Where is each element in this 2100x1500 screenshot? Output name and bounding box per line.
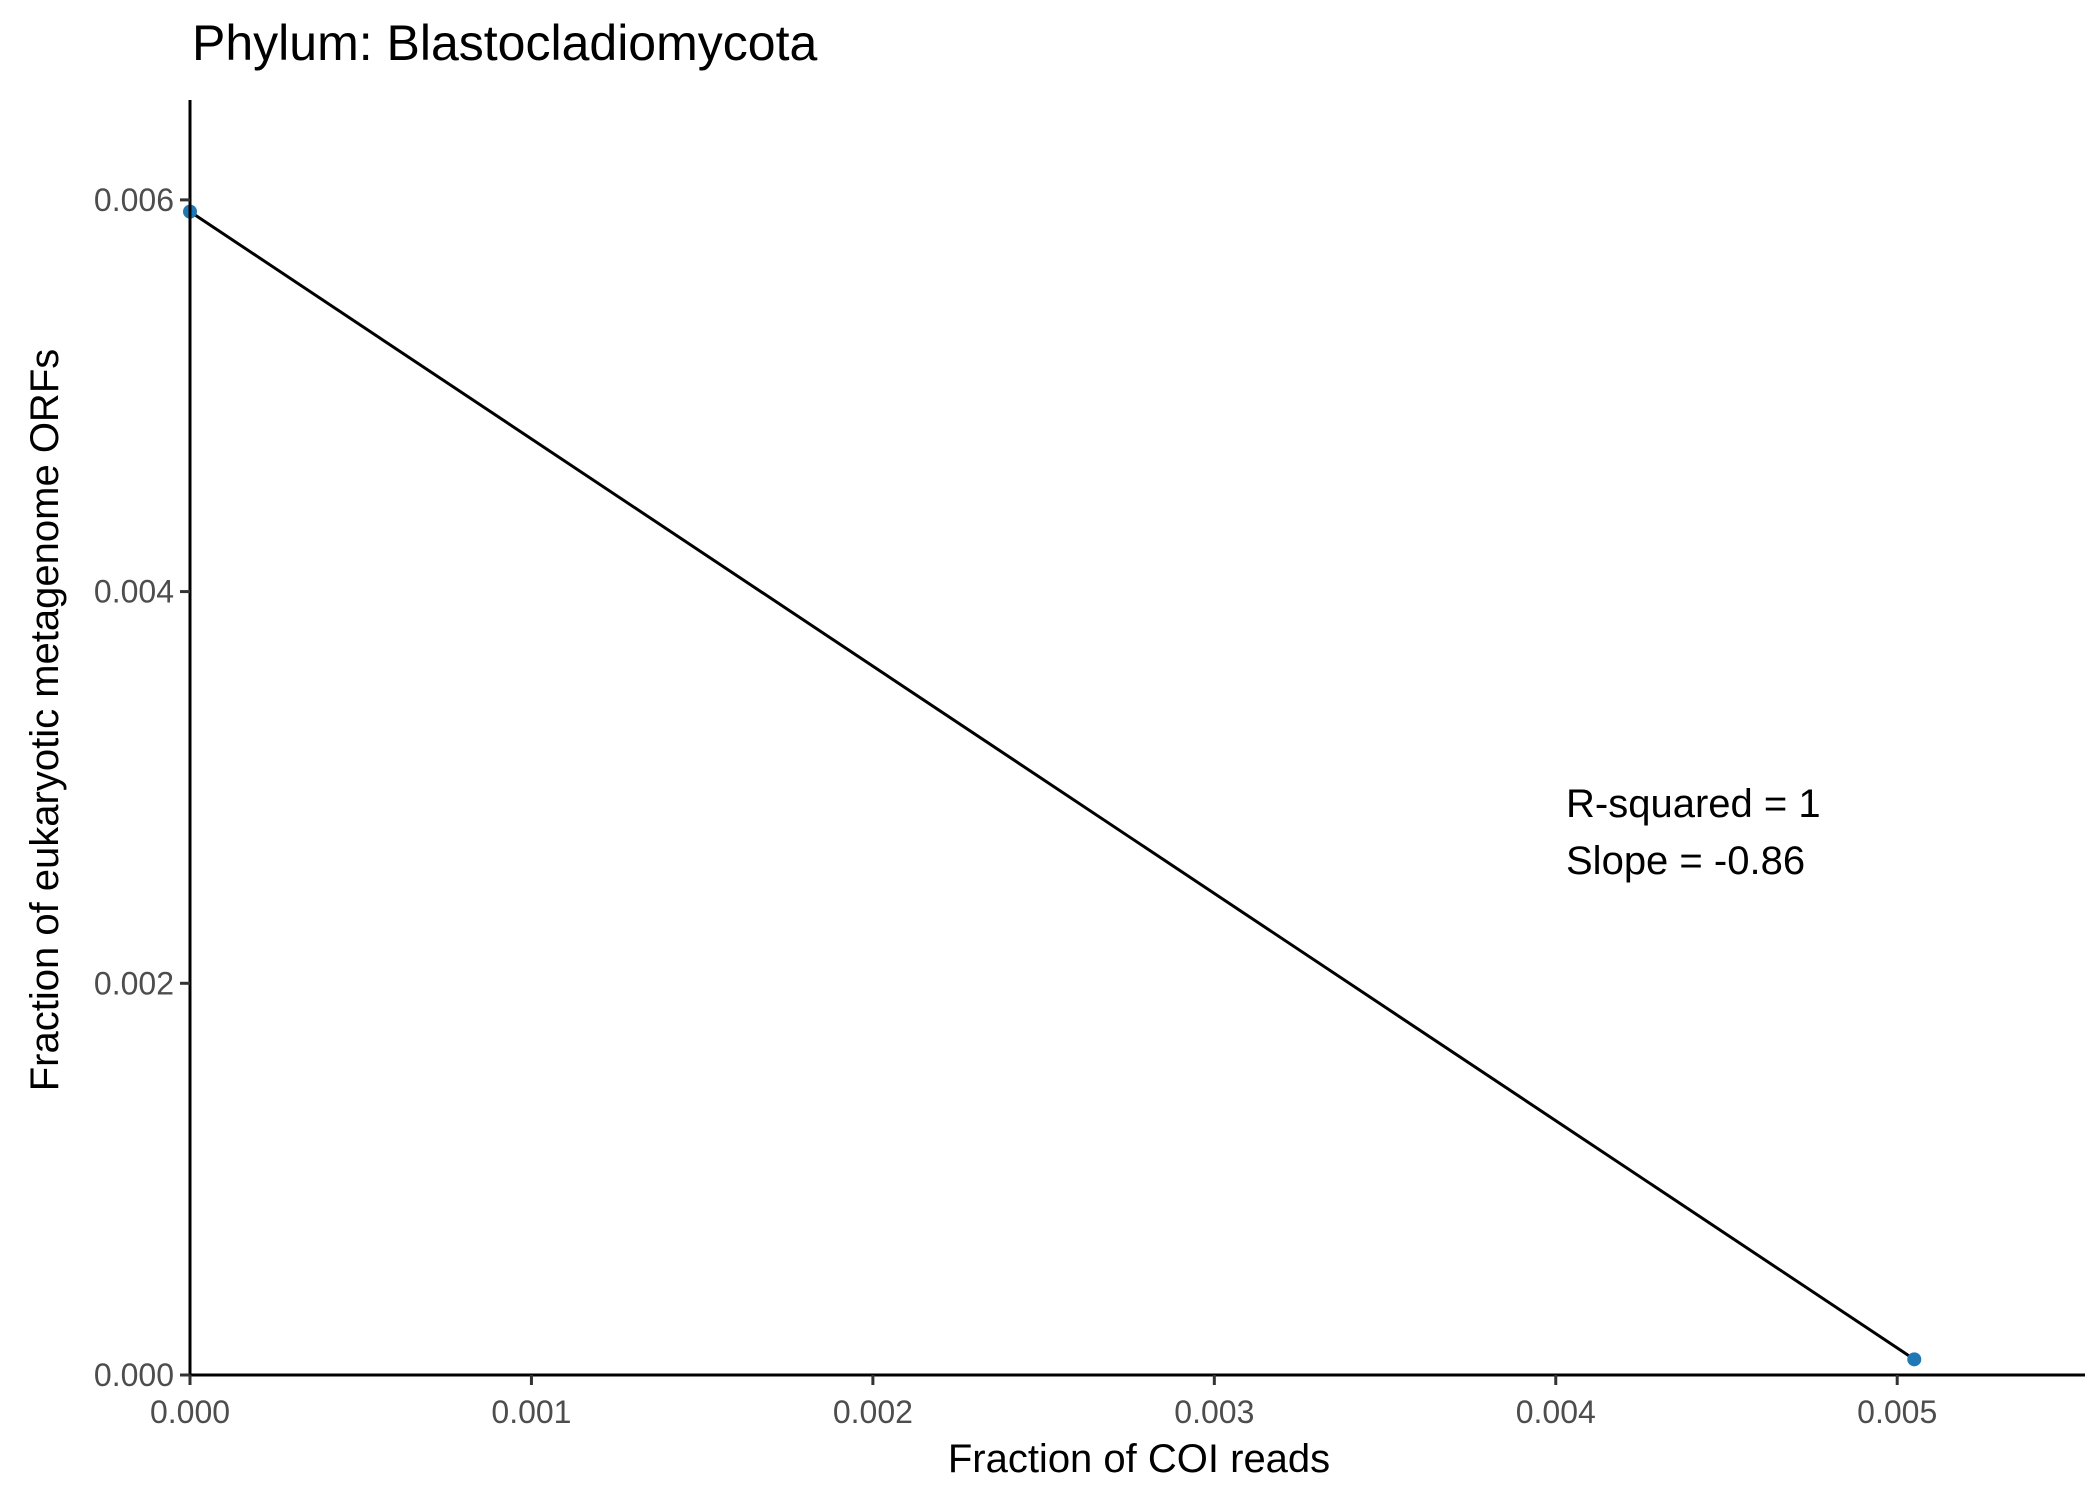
x-tick-label-6: 0.005: [1857, 1394, 1937, 1430]
x-tick-label-2: 0.001: [491, 1394, 571, 1430]
chart-title: Phylum: Blastocladiomycota: [192, 15, 817, 71]
ticks: 0.000 0.001 0.002 0.003 0.004 0.005 0.000 0.002…: [94, 182, 1937, 1430]
x-tick-label-5: 0.004: [1516, 1394, 1596, 1430]
x-tick-label-4: 0.003: [1174, 1394, 1254, 1430]
y-tick-label-2: 0.002: [94, 965, 174, 1001]
x-tick-label-1: 0.000: [150, 1394, 230, 1430]
regression-line: [189, 210, 1916, 1361]
x-axis-title: Fraction of COI reads: [948, 1437, 1330, 1481]
annotation: R-squared = 1 Slope = -0.86: [1566, 782, 1821, 883]
y-tick-label-4: 0.006: [94, 182, 174, 218]
data-point-2: [1907, 1352, 1922, 1367]
annotation-line-2: Slope = -0.86: [1566, 839, 1805, 883]
x-tick-label-3: 0.002: [833, 1394, 913, 1430]
y-tick-label-3: 0.004: [94, 574, 174, 610]
axes: [188, 100, 2085, 1377]
y-tick-label-1: 0.000: [94, 1357, 174, 1393]
annotation-line-1: R-squared = 1: [1566, 782, 1821, 826]
y-axis-title: Fraction of eukaryotic metagenome ORFs: [23, 349, 67, 1092]
